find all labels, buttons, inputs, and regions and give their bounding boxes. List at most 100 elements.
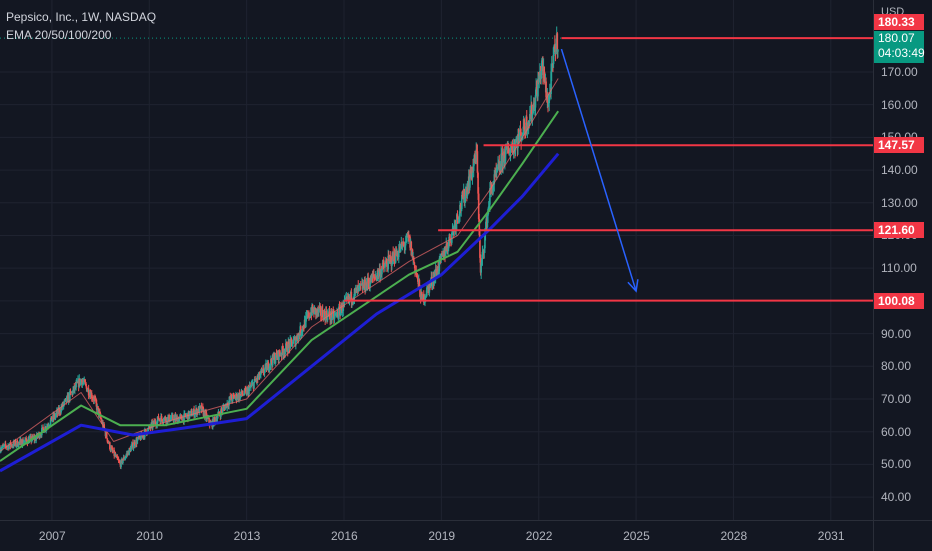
candle-body [483,248,486,253]
candle-body [198,405,201,413]
candle-body [521,135,524,137]
candle-body [178,418,180,422]
candle-body [421,292,423,296]
candle-body [399,244,402,252]
candle-body [404,245,406,248]
candle-body [373,276,376,278]
candle-body [93,397,96,401]
candle-body [313,307,316,315]
candle-body [407,234,410,237]
candle-body [323,311,325,321]
candle-body [509,152,511,156]
candle-body [1,445,4,448]
candle-body [248,388,250,395]
candle-body [419,286,421,297]
candle-body [8,445,11,449]
candle-body [25,438,28,441]
y-tick-label: 160.00 [881,97,918,112]
candle-body [296,336,298,340]
candle-body [2,445,4,447]
candle-body [379,271,382,278]
ema-line-ema50 [0,110,560,462]
candle-body [547,95,549,107]
candle-body [59,408,61,413]
candle-body [446,246,449,250]
candle-body [273,355,276,364]
candle-body [343,300,346,304]
candle-body [157,416,160,421]
candle-body [288,342,290,344]
candle-body [298,333,300,335]
candle-body [268,365,271,370]
candle-body [168,421,171,423]
candle-body [353,289,356,299]
candle-body [134,445,137,447]
candle-body [416,274,418,276]
candle-body [412,257,415,263]
candle-body [85,383,87,387]
candle-body [358,284,361,287]
time-axis[interactable] [0,520,873,551]
candle-body [46,426,48,429]
candle-body [334,314,336,316]
candle-body [342,302,345,312]
candle-body [385,262,388,264]
candle-body [218,411,220,415]
candle-body [497,163,499,170]
price-chart[interactable] [0,0,873,520]
candle-body [167,417,169,423]
candle-body [87,388,90,396]
y-tick-label: 90.00 [881,326,912,341]
candle-body [99,411,101,414]
candle-body [193,409,195,417]
candle-body [81,381,84,385]
candle-body [14,440,17,446]
candle-body [410,241,413,256]
level-100-tag: 100.08 [874,292,924,309]
symbol-title[interactable]: Pepsico, Inc., 1W, NASDAQ [6,10,157,24]
candle-body [318,307,321,310]
candle-body [532,106,534,115]
price-axis[interactable] [873,0,932,520]
candle-body [449,234,451,242]
candle-body [477,172,479,194]
candle-body [4,443,7,446]
candle-body [550,65,553,72]
candle-body [266,364,268,371]
candle-body [459,204,461,216]
candle-body [551,63,554,66]
candle-body [378,271,380,277]
candle-body [263,372,265,374]
candle-body [504,148,507,162]
candle-body [0,448,3,450]
candle-body [481,259,483,266]
candle-body [1,447,3,449]
candle-body [190,410,193,417]
candle-body [554,45,556,49]
candle-body [502,155,504,167]
candle-body [134,442,136,446]
x-tick-label: 2016 [331,529,358,543]
candle-body [136,439,139,444]
candle-body [456,214,459,219]
candle-body [341,311,344,313]
candle-body [205,412,207,414]
candle-body [293,338,295,340]
indicator-label[interactable]: EMA 20/50/100/200 [6,28,112,42]
candle-body [498,161,501,170]
candle-body [394,249,397,263]
candle-body [319,307,322,316]
candle-body [331,318,333,320]
candle-body [420,292,423,301]
candle-body [302,326,305,329]
candle-body [397,257,399,259]
candle-body [300,332,303,335]
candle-body [169,418,172,422]
candle-body [122,460,124,464]
candle-body [250,384,253,387]
candle-body [519,129,521,136]
candle-body [243,394,245,396]
candle-body [481,251,484,260]
candle-body [527,120,530,130]
